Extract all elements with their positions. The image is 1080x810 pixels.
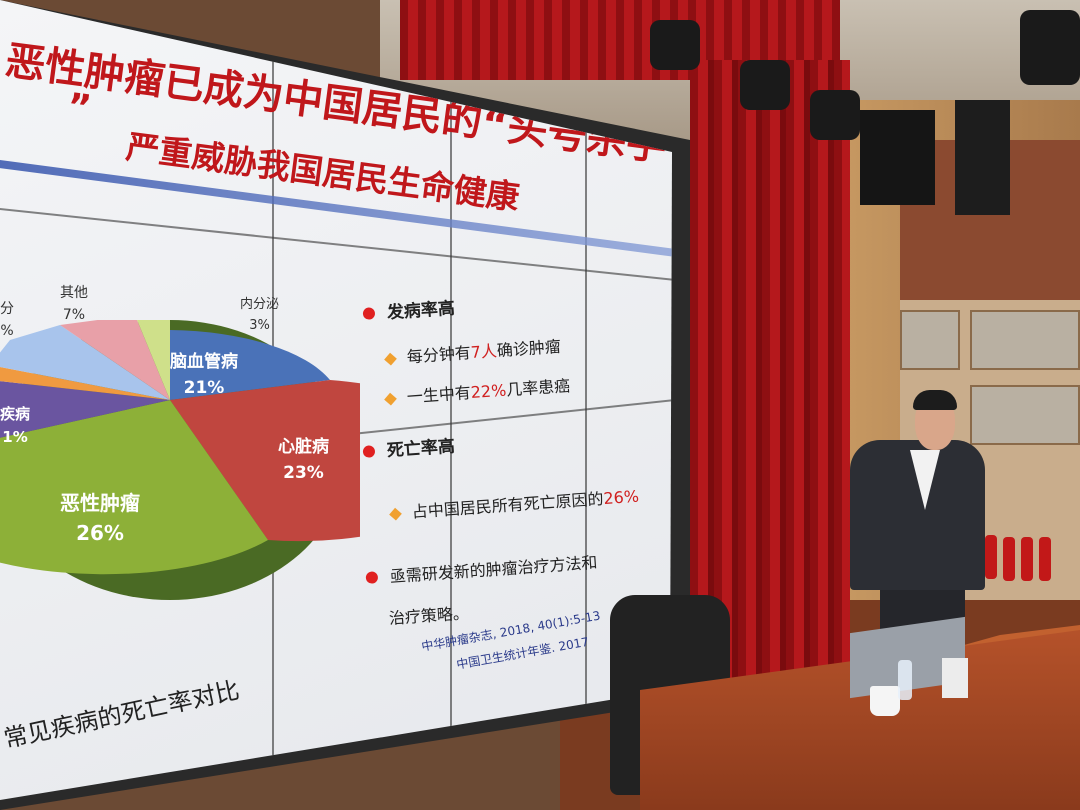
fire-extinguisher (1039, 537, 1051, 581)
tea-cup (870, 686, 900, 716)
fire-extinguisher (1003, 537, 1015, 581)
pie-label-other: 其他 7% (60, 285, 88, 324)
sub-bullet: 占中国居民所有死亡原因的26% (389, 483, 640, 524)
speaker (955, 100, 1010, 215)
slide-title-quote: ” (64, 86, 94, 130)
pie-slice-cerebrovascular (170, 330, 330, 400)
pie-label-endocrine: 内分泌 3% (240, 297, 280, 333)
pie-label-disease: 疾病 1% (0, 405, 31, 446)
pie-slice-endocrine (135, 320, 170, 400)
diamond-bullet-icon (384, 352, 397, 366)
bullet-dot-icon (362, 307, 376, 320)
pie-label-partial: 分% (0, 301, 14, 340)
stage-light (740, 60, 790, 110)
bullet-research: 亟需研发新的肿瘤治疗方法和 (365, 549, 598, 589)
water-bottle (898, 660, 912, 700)
pie-label-cerebrovascular: 脑血管病 21% (170, 352, 238, 398)
bullet-research-continuation: 治疗策略。 (388, 603, 470, 628)
bullet-mortality: 死亡率高 (362, 432, 456, 463)
pie-slice-tumor (0, 400, 268, 575)
speaker (860, 110, 935, 205)
presentation-slide: 恶性肿瘤已成为中国居民的“头号杀手 ” 严重威胁我国居民生命健康 脑血管病 21%… (0, 0, 672, 800)
pie-label-heart: 心脏病 23% (278, 437, 329, 483)
bullet-dot-icon (365, 571, 379, 584)
fire-extinguisher (985, 535, 997, 579)
presenter-hair (913, 390, 957, 410)
red-curtain (690, 60, 850, 680)
nameplate (942, 658, 968, 698)
diamond-bullet-icon (384, 392, 397, 406)
bullet-dot-icon (362, 445, 376, 458)
fire-extinguisher (1021, 537, 1033, 581)
pie-label-tumor: 恶性肿瘤 26% (60, 491, 140, 545)
sub-bullet: 每分钟有7人确诊肿瘤 (384, 333, 561, 369)
bullet-incidence: 发病率高 (362, 294, 456, 325)
stage-light (650, 20, 700, 70)
pie-slice-other (60, 320, 170, 400)
chart-caption: 常见疾病的死亡率对比 (1, 675, 242, 754)
sub-bullet: 一生中有22%几率患癌 (384, 372, 571, 409)
stage-light (1020, 10, 1080, 85)
diamond-bullet-icon (389, 507, 402, 521)
pie-slice-heart (170, 380, 360, 542)
pie-chart (0, 320, 360, 600)
stage-light (810, 90, 860, 140)
pie-slice-lightblue (0, 325, 170, 400)
